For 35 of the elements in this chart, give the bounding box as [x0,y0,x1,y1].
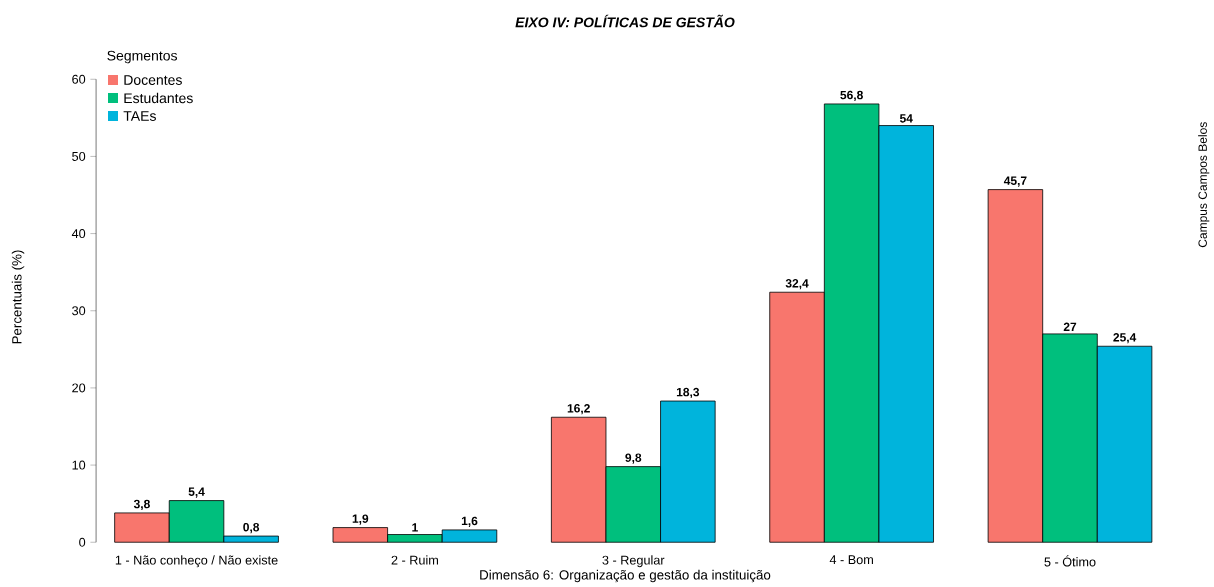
x-tick-label: 3 - Regular [602,555,665,568]
y-tick-label: 10 [72,460,86,470]
y-tick-label: 40 [71,229,86,239]
data-label: 18,3 [676,387,700,399]
x-tick-label: 5 - Ótimo [1044,555,1096,567]
y-tick-label: 20 [72,383,86,393]
legend-label: Estudantes [124,92,193,104]
y-tick-label: 0 [79,537,86,547]
data-label: 1,6 [461,516,478,527]
legend-label: TAEs [123,111,156,121]
data-label: 32,4 [785,279,809,290]
y-tick-label: 30 [72,306,86,316]
data-label: 25,4 [1113,333,1137,344]
text: Campus Campos Belos [1198,122,1210,248]
data-label: 54 [899,114,913,123]
data-label: 0,8 [243,522,260,534]
y-tick-label: 60 [72,74,86,84]
legend-title: Segmentos [107,50,178,64]
data-label: 3,8 [133,499,150,510]
legend-label: Docentes [124,75,182,85]
x-tick-label: 4 - Bom [829,555,873,565]
y-axis-title: Percentuais (%) [11,250,25,344]
data-label: 27 [1063,322,1077,331]
x-tick-label: 2 - Ruim [391,555,438,565]
x-axis-title: Dimensão 6: Organização e gestão da instituição [480,569,771,583]
data-label: 1,9 [352,514,369,525]
data-label: 1 [412,523,418,532]
y-tick-label: 50 [72,151,86,161]
data-label: 45,7 [1003,176,1027,187]
data-label: 56,8 [840,90,863,102]
data-label: 9,8 [625,453,642,464]
data-label: 5,4 [188,487,205,498]
data-label: 16,2 [567,404,590,415]
x-tick-label: 1 - Não conheço / Não existe [115,555,278,568]
chart-title: EIXO IV: POLÍTICAS DE GESTÃO [515,14,735,28]
